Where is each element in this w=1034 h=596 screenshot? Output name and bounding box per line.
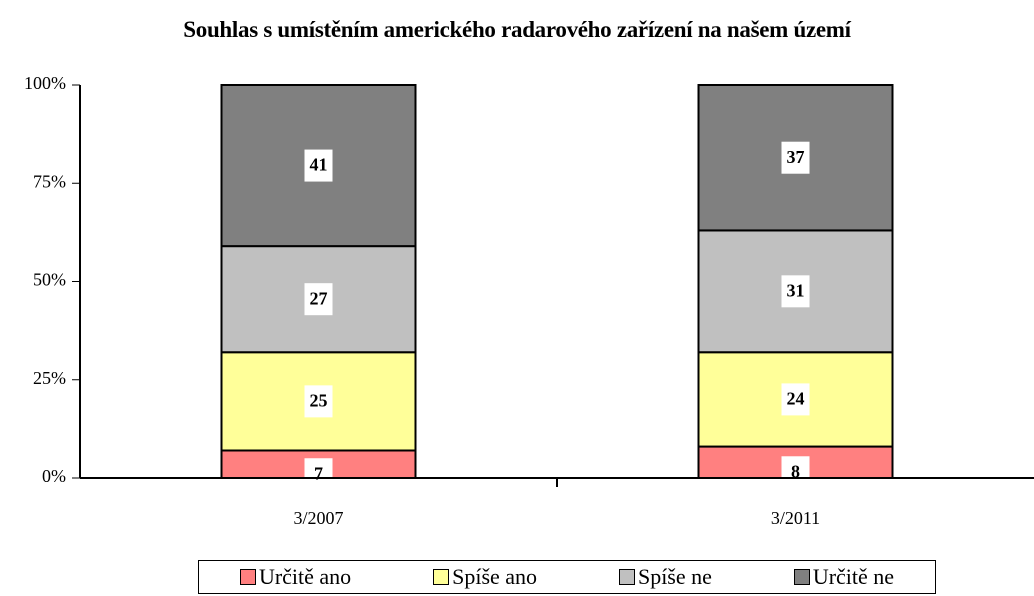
label-bg — [781, 275, 810, 308]
legend-item: Určitě ne — [793, 564, 895, 590]
legend-swatch — [239, 569, 256, 585]
y-tick-label: 50% — [33, 270, 66, 290]
legend-label: Spíše ne — [637, 564, 712, 589]
data-label: 27 — [310, 288, 328, 308]
data-label: 41 — [310, 155, 328, 175]
legend-swatch — [433, 569, 450, 585]
label-bg — [781, 141, 810, 174]
legend-swatch — [793, 569, 810, 585]
legend-label: Určitě ne — [812, 564, 895, 589]
y-tick-label: 75% — [33, 171, 66, 191]
data-label: 8 — [791, 461, 800, 481]
y-tick-label: 25% — [33, 368, 66, 388]
chart: 0% 25% 50% 75% 100% 7 25 27 41 3/2007 8 24 31 37 3/201… — [24, 73, 1034, 528]
data-label: 37 — [787, 147, 805, 167]
legend-item: Určitě ano — [239, 564, 352, 590]
legend-item: Spíše ne — [618, 564, 712, 590]
label-bg — [304, 149, 333, 182]
legend-label: Určitě ano — [258, 564, 352, 589]
legend-item: Spíše ano — [433, 564, 537, 590]
label-bg — [781, 383, 810, 416]
label-bg — [304, 283, 333, 316]
data-label: 7 — [314, 463, 323, 483]
x-tick-label: 3/2011 — [771, 508, 820, 528]
data-label: 24 — [787, 389, 805, 409]
legend-label: Spíše ano — [452, 564, 538, 589]
x-tick-label: 3/2007 — [293, 508, 343, 528]
label-bg — [304, 458, 333, 491]
data-label: 25 — [310, 390, 328, 410]
chart-title: Souhlas s umístěním amerického radarovéh… — [183, 17, 851, 42]
legend: Určitě ano Spíše ano Spíše ne Určitě ne — [198, 560, 936, 594]
label-bg — [781, 456, 810, 489]
legend-swatch — [618, 569, 635, 585]
y-tick-label: 0% — [42, 466, 66, 486]
label-bg — [304, 385, 333, 418]
y-tick-label: 100% — [24, 73, 66, 93]
data-label: 31 — [787, 280, 805, 300]
